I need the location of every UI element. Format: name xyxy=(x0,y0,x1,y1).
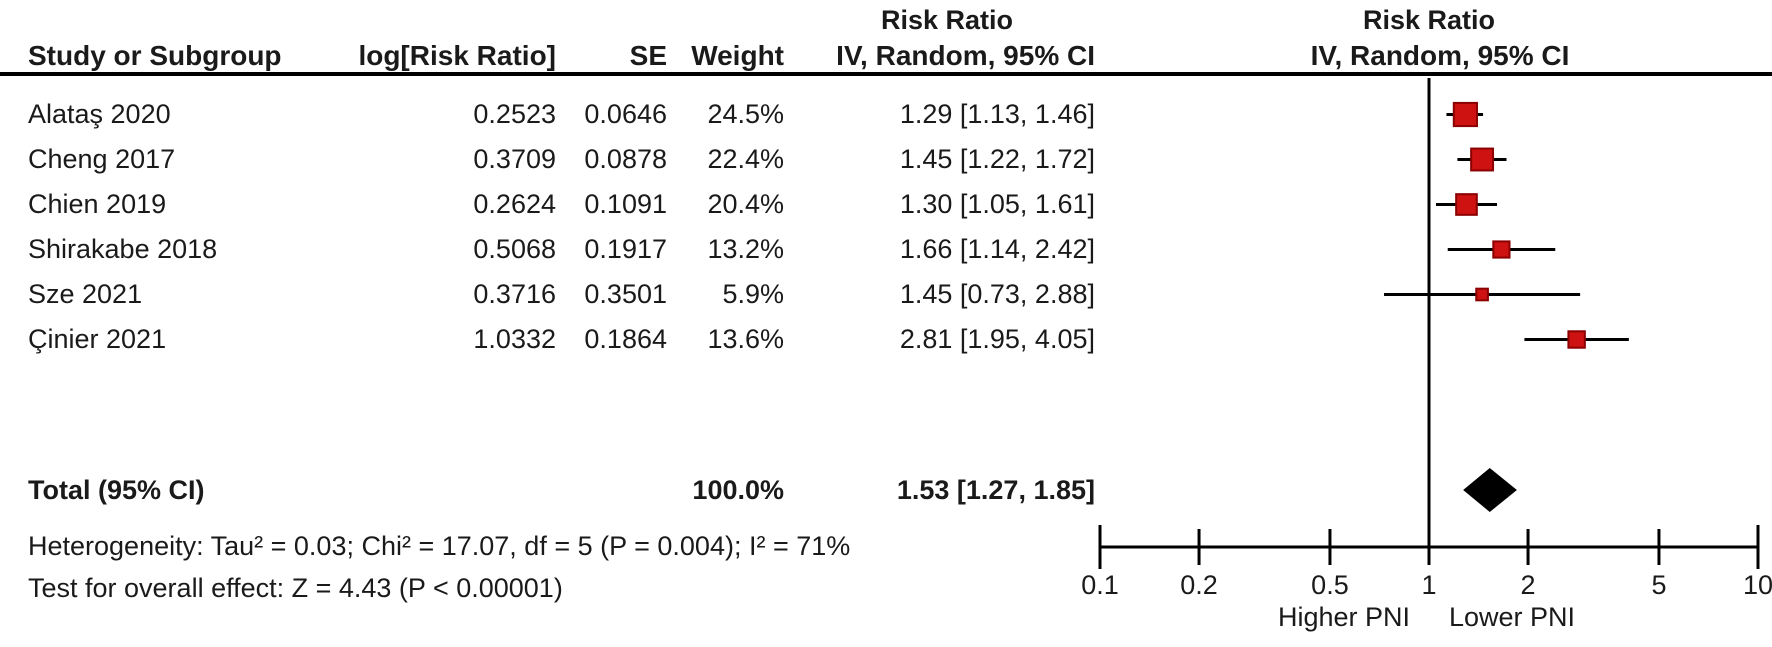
se-value: 0.0878 xyxy=(584,144,667,174)
ci-value: 1.30 [1.05, 1.61] xyxy=(899,189,1095,219)
effect-square xyxy=(1567,330,1586,349)
effect-square xyxy=(1452,101,1478,128)
effect-square xyxy=(1470,147,1495,172)
header-rule xyxy=(0,72,1772,76)
weight-value: 5.9% xyxy=(722,279,784,309)
weight-value: 13.6% xyxy=(707,324,784,354)
column-header-ci: IV, Random, 95% CI xyxy=(836,40,1095,71)
study-name: Cheng 2017 xyxy=(28,144,176,174)
effect-square xyxy=(1492,240,1511,259)
risk-ratio-header-right: Risk Ratio xyxy=(1362,5,1496,35)
study-name: Chien 2019 xyxy=(28,189,167,219)
log-rr-value: 0.2523 xyxy=(473,99,556,129)
total-diamond xyxy=(1463,468,1517,512)
total-row-ci: 1.53 [1.27, 1.85] xyxy=(896,475,1095,505)
total-row-weight: 100.0% xyxy=(692,475,784,505)
effect-square xyxy=(1455,193,1478,216)
axis-tick-label: 5 xyxy=(1651,570,1667,600)
study-name: Sze 2021 xyxy=(28,279,143,309)
column-header-study: Study or Subgroup xyxy=(28,40,282,71)
ci-value: 1.45 [0.73, 2.88] xyxy=(899,279,1095,309)
log-rr-value: 0.5068 xyxy=(473,234,556,264)
se-value: 0.0646 xyxy=(584,99,667,129)
study-name: Shirakabe 2018 xyxy=(28,234,218,264)
log-rr-value: 0.3716 xyxy=(473,279,556,309)
axis-tick-label: 0.5 xyxy=(1311,570,1349,600)
axis-tick-label: 10 xyxy=(1742,570,1772,600)
axis-label-higher-pni: Higher PNI xyxy=(1277,602,1411,632)
column-header-weight: Weight xyxy=(691,40,784,71)
risk-ratio-header-left: Risk Ratio xyxy=(880,5,1014,35)
se-value: 0.1917 xyxy=(584,234,667,264)
ci-value: 1.45 [1.22, 1.72] xyxy=(899,144,1095,174)
se-value: 0.1091 xyxy=(584,189,667,219)
weight-value: 20.4% xyxy=(707,189,784,219)
se-value: 0.1864 xyxy=(584,324,667,354)
ci-value: 2.81 [1.95, 4.05] xyxy=(899,324,1095,354)
axis-tick-label: 2 xyxy=(1520,570,1536,600)
plot-header-ci: IV, Random, 95% CI xyxy=(1310,40,1570,71)
column-header-log-risk-ratio: log[Risk Ratio] xyxy=(358,40,556,71)
log-rr-value: 1.0332 xyxy=(473,324,556,354)
weight-value: 13.2% xyxy=(707,234,784,264)
heterogeneity-note: Heterogeneity: Tau² = 0.03; Chi² = 17.07… xyxy=(28,531,851,561)
se-value: 0.3501 xyxy=(584,279,667,309)
total-row-label: Total (95% CI) xyxy=(28,475,205,505)
ci-value: 1.29 [1.13, 1.46] xyxy=(899,99,1095,129)
axis-tick-label: 1 xyxy=(1421,570,1437,600)
overall-effect-note: Test for overall effect: Z = 4.43 (P < 0… xyxy=(28,573,563,603)
axis-tick-label: 0.1 xyxy=(1081,570,1119,600)
axis-label-lower-pni: Lower PNI xyxy=(1448,602,1576,632)
study-name: Alataş 2020 xyxy=(28,99,171,129)
column-header-se: SE xyxy=(629,40,667,71)
study-name: Çinier 2021 xyxy=(28,324,167,354)
weight-value: 24.5% xyxy=(707,99,784,129)
effect-square xyxy=(1475,287,1489,302)
axis-tick-label: 0.2 xyxy=(1180,570,1218,600)
log-rr-value: 0.2624 xyxy=(473,189,556,219)
ci-value: 1.66 [1.14, 2.42] xyxy=(899,234,1095,264)
log-rr-value: 0.3709 xyxy=(473,144,556,174)
weight-value: 22.4% xyxy=(707,144,784,174)
